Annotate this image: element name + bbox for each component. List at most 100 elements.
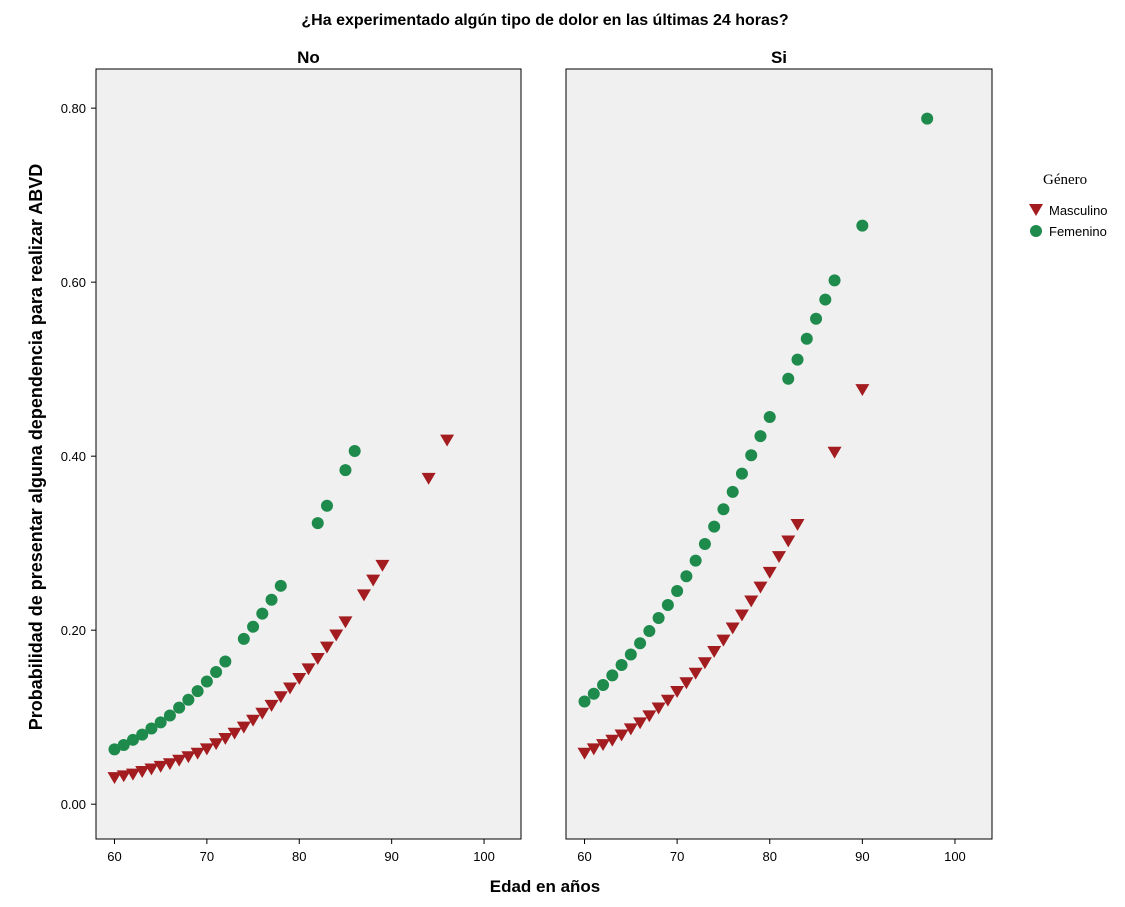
legend-marker-femenino xyxy=(1030,225,1042,237)
data-point-masculino xyxy=(660,694,675,707)
data-point-femenino xyxy=(274,579,287,592)
data-point-masculino xyxy=(366,574,381,587)
data-point-masculino xyxy=(679,677,694,690)
data-point-masculino xyxy=(162,758,177,771)
data-point-masculino xyxy=(264,699,279,712)
data-point-masculino xyxy=(292,672,307,685)
data-point-masculino xyxy=(642,710,657,723)
data-point-masculino xyxy=(135,766,150,778)
data-point-femenino xyxy=(117,739,130,752)
y-tick-label: 0.80 xyxy=(61,101,86,116)
data-point-masculino xyxy=(734,609,749,622)
data-point-femenino xyxy=(348,444,361,457)
x-tick-label: 90 xyxy=(384,849,398,864)
data-point-femenino xyxy=(708,520,721,533)
data-point-femenino xyxy=(661,598,674,611)
legend: Género Masculino Femenino xyxy=(1029,172,1108,239)
panel-label: Si xyxy=(771,48,787,67)
data-point-femenino xyxy=(145,722,158,735)
data-point-femenino xyxy=(735,467,748,480)
data-point-masculino xyxy=(319,641,334,654)
data-point-femenino xyxy=(136,728,149,741)
panel-si: Si 60 70 80 90 100 xyxy=(565,48,993,864)
data-point-femenino xyxy=(856,219,869,232)
data-point-femenino xyxy=(237,632,250,645)
data-point-masculino xyxy=(199,743,214,756)
data-point-femenino xyxy=(256,607,269,620)
data-point-femenino xyxy=(247,620,260,633)
data-point-masculino xyxy=(190,747,205,760)
data-point-femenino xyxy=(182,693,195,706)
data-point-masculino xyxy=(725,622,740,635)
legend-item-femenino: Femenino xyxy=(1030,224,1107,239)
data-point-masculino xyxy=(246,714,261,727)
data-point-femenino xyxy=(108,743,121,756)
data-point-femenino xyxy=(689,554,702,567)
data-point-masculino xyxy=(125,768,140,781)
legend-label-femenino: Femenino xyxy=(1049,224,1107,239)
data-point-masculino xyxy=(633,717,648,730)
data-point-femenino xyxy=(126,733,139,746)
data-point-masculino xyxy=(827,446,842,459)
data-point-masculino xyxy=(688,667,703,680)
data-point-masculino xyxy=(596,739,611,751)
y-tick-label: 0.60 xyxy=(61,275,86,290)
series-femenino xyxy=(578,112,934,708)
x-tick-label: 80 xyxy=(292,849,306,864)
data-point-masculino xyxy=(744,595,759,608)
data-point-femenino xyxy=(606,669,619,682)
data-point-femenino xyxy=(154,716,167,729)
data-point-femenino xyxy=(615,658,628,671)
data-point-femenino xyxy=(173,701,186,714)
data-point-masculino xyxy=(716,634,731,647)
y-tick-label: 0.00 xyxy=(61,797,86,812)
data-point-masculino xyxy=(116,770,131,783)
panel-label: No xyxy=(297,48,320,67)
data-point-femenino xyxy=(339,464,352,477)
data-point-masculino xyxy=(273,691,288,704)
plot-area xyxy=(565,68,993,840)
y-axis-label: Probabilidad de presentar alguna depende… xyxy=(26,164,46,731)
data-point-masculino xyxy=(440,434,455,447)
y-tick-label: 0.20 xyxy=(61,623,86,638)
data-point-femenino xyxy=(782,372,795,385)
data-point-masculino xyxy=(338,616,353,629)
x-tick-label: 90 xyxy=(855,849,869,864)
x-tick-label: 70 xyxy=(670,849,684,864)
data-point-masculino xyxy=(586,743,601,756)
data-point-femenino xyxy=(791,353,804,366)
data-point-masculino xyxy=(772,551,786,564)
x-tick-label: 100 xyxy=(944,849,966,864)
data-point-femenino xyxy=(800,332,813,345)
data-point-masculino xyxy=(577,747,592,760)
data-point-masculino xyxy=(375,559,390,572)
data-point-masculino xyxy=(181,751,196,764)
data-point-femenino xyxy=(634,637,647,650)
legend-marker-masculino xyxy=(1029,204,1043,216)
data-point-masculino xyxy=(670,686,685,698)
data-point-femenino xyxy=(210,665,223,678)
data-point-masculino xyxy=(605,734,620,747)
series-femenino xyxy=(108,444,361,756)
x-tick-label: 60 xyxy=(577,849,591,864)
data-point-femenino xyxy=(219,655,232,668)
data-point-femenino xyxy=(265,593,278,606)
data-point-masculino xyxy=(144,763,159,776)
data-point-femenino xyxy=(819,293,832,306)
x-axis-label: Edad en años xyxy=(490,877,601,896)
data-point-masculino xyxy=(227,727,242,740)
data-point-masculino xyxy=(283,682,298,695)
legend-item-masculino: Masculino xyxy=(1029,203,1108,218)
data-point-femenino xyxy=(921,112,934,125)
data-point-masculino xyxy=(697,657,712,670)
data-point-masculino xyxy=(310,652,325,665)
data-point-masculino xyxy=(236,721,251,734)
data-point-femenino xyxy=(717,503,730,516)
x-tick-label: 60 xyxy=(107,849,121,864)
data-point-masculino xyxy=(623,723,638,736)
data-point-masculino xyxy=(707,645,722,658)
data-point-masculino xyxy=(651,702,666,715)
data-point-masculino xyxy=(218,732,233,745)
data-point-femenino xyxy=(643,625,656,638)
data-point-masculino xyxy=(172,754,187,767)
